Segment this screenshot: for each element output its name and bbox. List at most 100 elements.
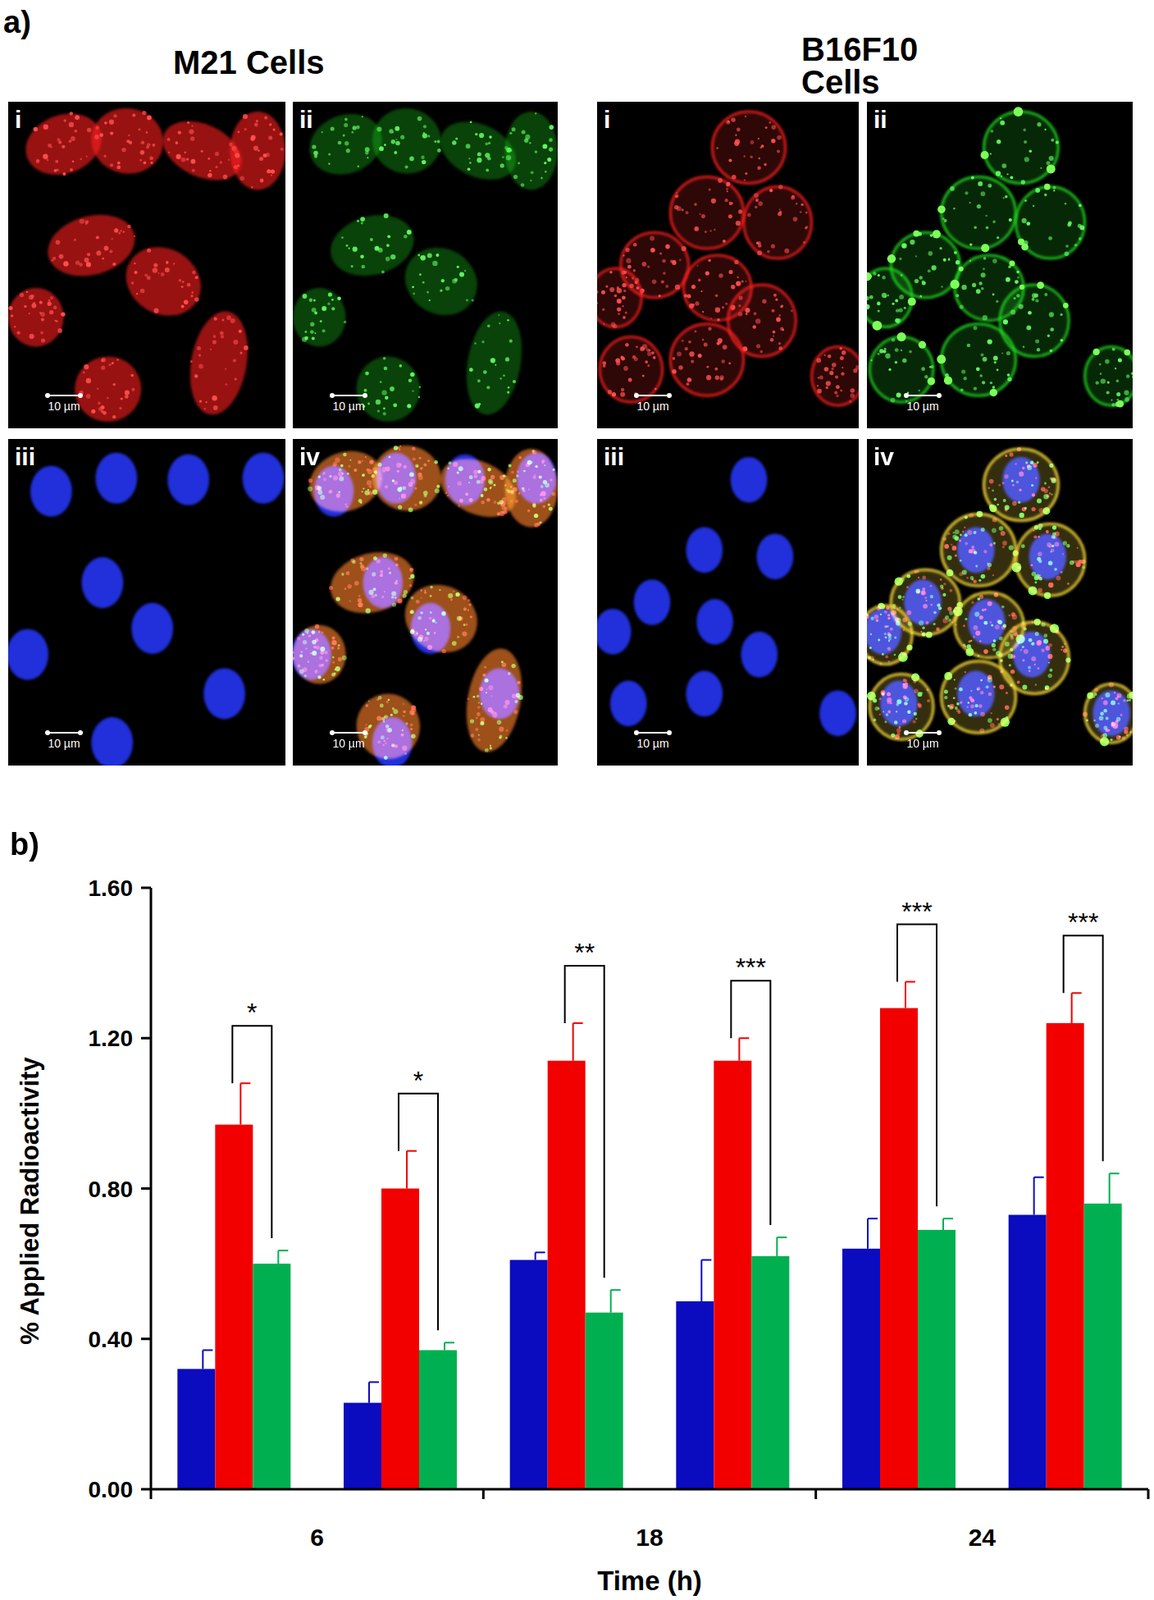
speckle bbox=[454, 278, 458, 282]
speckle bbox=[377, 409, 380, 412]
speckle bbox=[111, 361, 115, 365]
speckle bbox=[778, 184, 783, 189]
speckle bbox=[778, 342, 781, 345]
speckle bbox=[213, 405, 219, 411]
speckle bbox=[483, 369, 488, 375]
speckle bbox=[890, 397, 896, 403]
speckle bbox=[323, 678, 325, 680]
speckle bbox=[779, 327, 784, 331]
speckle bbox=[361, 473, 365, 477]
cell-body bbox=[504, 448, 558, 528]
speckle bbox=[434, 488, 440, 493]
speckle bbox=[42, 154, 48, 160]
cell-body bbox=[459, 643, 530, 757]
speckle bbox=[395, 141, 401, 146]
speckle bbox=[675, 284, 680, 290]
speckle bbox=[770, 138, 776, 143]
speckle bbox=[335, 665, 341, 671]
speckle bbox=[735, 220, 741, 226]
speckle bbox=[1112, 347, 1116, 352]
speckle bbox=[432, 260, 438, 266]
speckle bbox=[502, 374, 505, 377]
speckle bbox=[456, 635, 460, 639]
speckle bbox=[727, 120, 730, 124]
speckle bbox=[770, 124, 776, 130]
speckle bbox=[53, 305, 58, 311]
speckle bbox=[387, 234, 391, 238]
speckle bbox=[542, 144, 548, 150]
speckle bbox=[109, 363, 112, 366]
speckle bbox=[70, 136, 76, 142]
speckle bbox=[410, 574, 415, 579]
speckle bbox=[239, 351, 242, 355]
speckle bbox=[408, 506, 414, 512]
nucleus bbox=[91, 716, 133, 766]
speckle bbox=[1036, 122, 1041, 127]
speckle bbox=[665, 244, 671, 250]
speckle bbox=[752, 324, 757, 329]
micrograph bbox=[866, 438, 1133, 766]
speckle bbox=[609, 270, 612, 274]
cell-body bbox=[941, 177, 1017, 250]
speckle bbox=[728, 361, 731, 365]
speckle bbox=[368, 725, 372, 729]
speckle bbox=[49, 310, 54, 315]
speckle bbox=[953, 250, 958, 255]
speckle bbox=[995, 170, 1001, 176]
bright-spot bbox=[897, 332, 907, 342]
speckle bbox=[647, 364, 650, 367]
speckle bbox=[31, 294, 35, 298]
speckle bbox=[393, 150, 397, 155]
speckle bbox=[1074, 243, 1078, 247]
speckle bbox=[504, 483, 507, 486]
speckle bbox=[892, 302, 895, 306]
speckle bbox=[697, 264, 699, 267]
speckle bbox=[259, 178, 265, 183]
speckle bbox=[512, 478, 517, 483]
speckle bbox=[390, 713, 393, 717]
speckle bbox=[687, 293, 692, 298]
speckle bbox=[816, 384, 819, 387]
speckle bbox=[976, 288, 981, 294]
speckle bbox=[68, 140, 72, 143]
speckle bbox=[379, 703, 384, 708]
cell-body bbox=[113, 233, 214, 329]
speckle bbox=[647, 351, 652, 356]
speckle bbox=[352, 125, 357, 130]
speckle bbox=[1006, 351, 1011, 356]
speckle bbox=[1003, 498, 1007, 502]
speckle bbox=[199, 400, 202, 403]
bright-spot bbox=[932, 229, 941, 238]
speckle bbox=[717, 177, 723, 183]
speckle bbox=[511, 127, 516, 132]
speckle bbox=[976, 204, 981, 209]
cell-body bbox=[459, 643, 530, 757]
speckle bbox=[344, 141, 349, 146]
speckle bbox=[139, 159, 142, 162]
speckle bbox=[114, 228, 119, 233]
speckle bbox=[1114, 367, 1117, 370]
speckle bbox=[474, 403, 480, 409]
speckle bbox=[661, 279, 665, 283]
nucleus bbox=[30, 465, 73, 517]
speckle bbox=[68, 122, 74, 128]
scale-bar-end bbox=[45, 392, 51, 398]
speckle bbox=[992, 293, 995, 297]
speckle bbox=[337, 643, 341, 647]
speckle bbox=[331, 306, 335, 311]
speckle bbox=[478, 402, 481, 406]
speckle bbox=[725, 187, 729, 191]
speckle bbox=[378, 695, 383, 700]
speckle bbox=[896, 392, 902, 397]
speckle bbox=[726, 190, 729, 192]
speckle bbox=[228, 142, 233, 147]
speckle bbox=[517, 162, 520, 165]
speckle bbox=[419, 500, 424, 505]
cell-body bbox=[69, 351, 147, 427]
speckle bbox=[409, 156, 415, 162]
speckle bbox=[947, 555, 953, 561]
speckle bbox=[717, 340, 721, 344]
speckle bbox=[343, 320, 347, 324]
speckle bbox=[991, 488, 995, 492]
speckle bbox=[1004, 195, 1008, 198]
